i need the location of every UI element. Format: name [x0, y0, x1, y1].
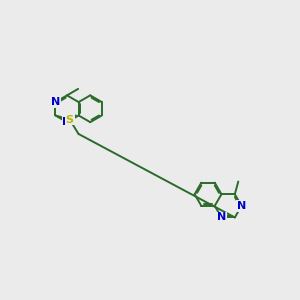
Text: N: N — [217, 212, 226, 222]
Text: N: N — [51, 97, 60, 107]
Text: S: S — [66, 115, 74, 124]
Text: N: N — [62, 117, 72, 127]
Text: N: N — [237, 201, 246, 211]
